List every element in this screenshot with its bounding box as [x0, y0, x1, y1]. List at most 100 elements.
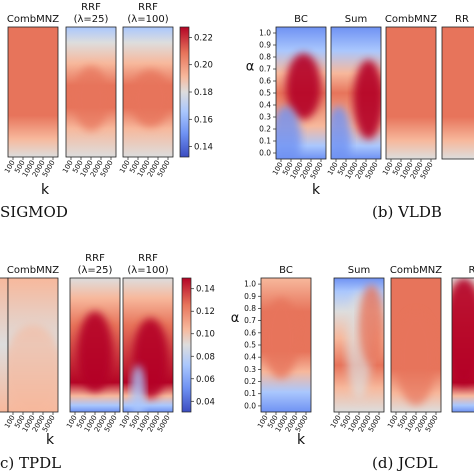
- colorbar-tick-label: 0.12: [196, 307, 215, 317]
- x-axis-label: k: [312, 182, 321, 198]
- panel-title: Sum: [348, 265, 370, 276]
- x-axis-label: k: [297, 432, 306, 448]
- colorbar: [181, 277, 192, 413]
- y-tick-label: 0.6: [259, 77, 271, 86]
- panel-frame: [451, 277, 474, 413]
- panel-d-sum: Sum: [333, 265, 385, 413]
- y-tick-label: 0.3: [244, 365, 256, 374]
- panel-cell-region: [263, 298, 299, 379]
- panel-cell-region: [8, 324, 58, 412]
- colorbar-tick-label: 0.14: [196, 285, 215, 295]
- panel-title-line: RRF: [138, 253, 158, 264]
- panel-cell-region: [353, 60, 381, 140]
- panel-d-combmnz: CombMNZ: [390, 265, 442, 413]
- panel-cells: [0, 278, 8, 412]
- panel-cells: [123, 278, 173, 412]
- panel-c-combmnz: CombMNZ: [7, 265, 59, 413]
- x-axis-label: k: [41, 182, 50, 198]
- panel-cell-region: [331, 106, 351, 159]
- y-tick-label: 0.1: [259, 137, 271, 146]
- panel-cell-region: [286, 53, 321, 120]
- panel-cell-region: [130, 69, 171, 128]
- panel-a-rrf100: RRF(λ=100): [122, 2, 174, 158]
- panel-cells: [331, 27, 381, 159]
- figure-caption: (b) VLDB: [372, 203, 442, 221]
- colorbar: [179, 26, 190, 158]
- y-tick-label: 0.6: [244, 328, 256, 337]
- panel-b-sum: Sum: [330, 14, 382, 160]
- colorbar-tick-label: 0.22: [194, 33, 213, 43]
- panel-b-combmnz: CombMNZ: [385, 14, 437, 160]
- y-tick-label: 0.2: [244, 377, 256, 386]
- y-tick-label: 0.5: [244, 341, 256, 350]
- y-tick-label: 0.7: [259, 65, 271, 74]
- panel-cells: [442, 27, 474, 159]
- panel-cell-region: [73, 66, 109, 131]
- panel-b-rr: RR: [441, 14, 474, 160]
- panel-b-bc: BC: [275, 14, 327, 160]
- y-tick-label: 0.1: [244, 389, 256, 398]
- colorbar-tick-label: 0.10: [196, 330, 215, 340]
- y-tick-label: 0.9: [244, 292, 256, 301]
- y-tick-label: 1.0: [259, 29, 271, 38]
- panel-title: Sum: [345, 14, 367, 25]
- panel-cells: [70, 278, 120, 412]
- panel-cell-region: [359, 284, 384, 366]
- colorbar-tick-label: 0.20: [194, 61, 213, 71]
- panel-fill: [0, 278, 8, 412]
- panel-title-line: (λ=25): [74, 14, 109, 25]
- panel-a-combmnz: CombMNZ: [7, 14, 59, 158]
- figure-caption: (d) JCDL: [372, 454, 438, 472]
- y-tick-label: 0.9: [259, 41, 271, 50]
- y-tick-label: 0.5: [259, 89, 271, 98]
- colorbar-tick-label: 0.18: [194, 88, 213, 98]
- panel-title-line: RRF: [138, 2, 158, 13]
- y-tick-label: 0.8: [244, 304, 256, 313]
- panel-cell-region: [77, 311, 113, 392]
- y-axis-label: α: [246, 60, 255, 75]
- panel-d-r: R: [451, 265, 474, 413]
- panel-cells: [8, 278, 58, 412]
- panel-c-rrf100: RRF(λ=100): [122, 253, 174, 413]
- y-tick-label: 0.7: [244, 316, 256, 325]
- y-tick-label: 0.4: [244, 353, 256, 362]
- y-tick-label: 0.0: [244, 401, 256, 410]
- y-tick-label: 0.4: [259, 101, 271, 110]
- panel-cell-region: [452, 278, 474, 386]
- panel-title: CombMNZ: [390, 265, 442, 276]
- panel-title: CombMNZ: [7, 265, 59, 276]
- panel-c-left: [0, 277, 9, 413]
- panel-fill: [386, 27, 436, 159]
- panel-title-line: (λ=100): [127, 14, 168, 25]
- panel-title: BC: [279, 265, 293, 276]
- panel-cells: [66, 27, 116, 157]
- panel-title: BC: [294, 14, 308, 25]
- panel-title: CombMNZ: [385, 14, 437, 25]
- colorbar-tick-label: 0.14: [194, 143, 213, 153]
- y-tick-label: 0.0: [259, 149, 271, 158]
- panel-a-rrf25: RRF(λ=25): [65, 2, 117, 158]
- panel-cell-region: [396, 311, 436, 406]
- colorbar-tick-label: 0.08: [196, 352, 215, 362]
- figure-caption: SIGMOD: [0, 203, 68, 221]
- panel-title-line: RRF: [81, 2, 101, 13]
- panel-cells: [276, 27, 326, 159]
- colorbar-tick-label: 0.16: [194, 115, 213, 125]
- panel-title: RR: [455, 14, 469, 25]
- y-tick-label: 0.3: [259, 113, 271, 122]
- panel-title: CombMNZ: [7, 14, 59, 25]
- panel-title-line: RRF: [85, 253, 105, 264]
- colorbar-tick-label: 0.06: [196, 375, 215, 385]
- panel-d-bc: BC: [260, 265, 312, 413]
- panel-cells: [261, 278, 311, 412]
- figure-caption: c) TPDL: [0, 454, 61, 472]
- y-tick-label: 0.2: [259, 125, 271, 134]
- panel-frame: [441, 26, 474, 160]
- panel-cell-region: [276, 106, 301, 159]
- panel-cells: [452, 278, 474, 412]
- y-tick-label: 1.0: [244, 280, 256, 289]
- y-tick-label: 0.8: [259, 53, 271, 62]
- panel-title-line: (λ=100): [127, 265, 168, 276]
